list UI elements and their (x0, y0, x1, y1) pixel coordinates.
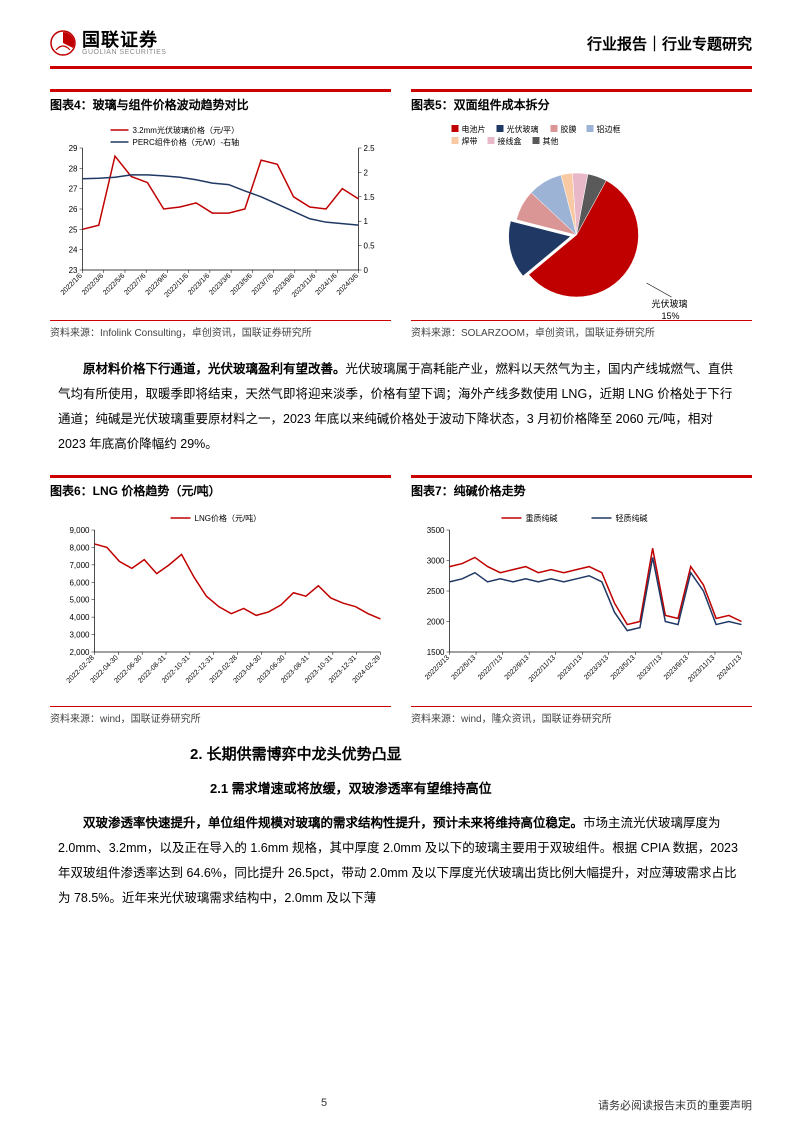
svg-text:25: 25 (69, 225, 78, 234)
svg-text:2022/9/13: 2022/9/13 (504, 654, 531, 681)
chart7-title: 图表7：纯碱价格走势 (411, 484, 526, 498)
chart7-source: 资料来源：wind，隆众资讯，国联证券研究所 (411, 706, 752, 725)
chart6-container: 图表6：LNG 价格趋势（元/吨） LNG价格（元/吨） 2,000 3,000 4,… (50, 475, 391, 725)
svg-text:2023/3/6: 2023/3/6 (208, 272, 232, 296)
page-number: 5 (321, 1097, 327, 1113)
svg-text:0: 0 (364, 266, 369, 275)
paragraph-2: 双玻渗透率快速提升，单位组件规模对玻璃的需求结构性提升，预计未来将维持高位稳定。… (50, 811, 752, 911)
svg-text:重质纯碱: 重质纯碱 (526, 513, 558, 523)
chart4-container: 图表4：玻璃与组件价格波动趋势对比 3.2mm光伏玻璃价格（元/平） PERC组件… (50, 89, 391, 339)
svg-text:26: 26 (69, 205, 78, 214)
chart4-source: 资料来源：Infolink Consulting，卓创资讯，国联证券研究所 (50, 320, 391, 339)
svg-text:0.5: 0.5 (364, 242, 376, 251)
svg-text:2,000: 2,000 (69, 648, 90, 657)
chart6-plot: LNG价格（元/吨） 2,000 3,000 4,000 5,000 6,000 7,000… (50, 506, 391, 706)
charts-row-2: 图表6：LNG 价格趋势（元/吨） LNG价格（元/吨） 2,000 3,000 4,… (50, 475, 752, 725)
logo-text-en: GUOLIAN SECURITIES (82, 49, 166, 56)
svg-text:2022/5/13: 2022/5/13 (450, 654, 477, 681)
chart6-source: 资料来源：wind，国联证券研究所 (50, 706, 391, 725)
svg-text:9,000: 9,000 (69, 526, 90, 535)
svg-text:2022/7/6: 2022/7/6 (123, 272, 147, 296)
report-type: 行业报告｜行业专题研究 (587, 33, 752, 54)
svg-text:3500: 3500 (427, 526, 445, 535)
svg-text:27: 27 (69, 185, 78, 194)
page-header: 国联证券 GUOLIAN SECURITIES 行业报告｜行业专题研究 (50, 30, 752, 66)
svg-text:7,000: 7,000 (69, 561, 90, 570)
svg-text:28: 28 (69, 164, 78, 173)
footer-disclaimer: 请务必阅读报告末页的重要声明 (598, 1097, 752, 1113)
logo-text-cn: 国联证券 (82, 31, 166, 49)
chart7-container: 图表7：纯碱价格走势 重质纯碱 轻质纯碱 1500 2000 2500 3000 3500 2… (411, 475, 752, 725)
svg-text:2023/7/6: 2023/7/6 (251, 272, 275, 296)
svg-text:3,000: 3,000 (69, 631, 90, 640)
chart5-container: 图表5：双面组件成本拆分 电池片光伏玻璃胶膜铝边框焊带接线盒其他光伏玻璃15% … (411, 89, 752, 339)
svg-text:2024/3/6: 2024/3/6 (336, 272, 360, 296)
svg-text:2023/5/13: 2023/5/13 (610, 654, 637, 681)
svg-text:光伏玻璃: 光伏玻璃 (507, 124, 539, 134)
para1-bold: 原材料价格下行通道，光伏玻璃盈利有望改善。 (83, 362, 346, 376)
chart5-title: 图表5：双面组件成本拆分 (411, 98, 550, 112)
svg-text:焊带: 焊带 (462, 136, 478, 146)
svg-text:15%: 15% (662, 311, 680, 320)
svg-text:2023/5/6: 2023/5/6 (230, 272, 254, 296)
svg-text:24: 24 (69, 246, 78, 255)
header-rule (50, 66, 752, 69)
svg-text:2024/1/13: 2024/1/13 (716, 654, 743, 681)
svg-text:2.5: 2.5 (364, 144, 376, 153)
section-2-heading: 2. 长期供需博弈中龙头优势凸显 (190, 743, 752, 764)
svg-text:2022/1/6: 2022/1/6 (60, 272, 84, 296)
paragraph-1: 原材料价格下行通道，光伏玻璃盈利有望改善。光伏玻璃属于高耗能产业，燃料以天然气为… (50, 357, 752, 457)
svg-text:LNG价格（元/吨）: LNG价格（元/吨） (195, 513, 262, 523)
svg-text:3.2mm光伏玻璃价格（元/平）: 3.2mm光伏玻璃价格（元/平） (133, 125, 240, 135)
svg-text:2022/3/13: 2022/3/13 (424, 654, 451, 681)
svg-text:2023/9/13: 2023/9/13 (663, 654, 690, 681)
page-footer: 5 请务必阅读报告末页的重要声明 (50, 1097, 752, 1113)
svg-text:2022/5/6: 2022/5/6 (102, 272, 126, 296)
svg-text:电池片: 电池片 (462, 124, 486, 134)
para2-bold: 双玻渗透率快速提升，单位组件规模对玻璃的需求结构性提升，预计未来将维持高位稳定。 (83, 816, 583, 830)
svg-text:2023/1/6: 2023/1/6 (187, 272, 211, 296)
svg-text:4,000: 4,000 (69, 613, 90, 622)
chart7-plot: 重质纯碱轻质纯碱150020002500300035002022/3/13202… (411, 506, 752, 706)
svg-text:1: 1 (364, 217, 369, 226)
chart4-plot: 3.2mm光伏玻璃价格（元/平）PERC组件价格（元/W）-右轴23242526… (50, 120, 391, 320)
svg-text:2: 2 (364, 168, 369, 177)
chart5-source: 资料来源：SOLARZOOM，卓创资讯，国联证券研究所 (411, 320, 752, 339)
chart4-title: 图表4：玻璃与组件价格波动趋势对比 (50, 98, 249, 112)
chart5-plot: 电池片光伏玻璃胶膜铝边框焊带接线盒其他光伏玻璃15% (411, 120, 752, 320)
svg-text:5,000: 5,000 (69, 596, 90, 605)
svg-text:2022/7/13: 2022/7/13 (477, 654, 504, 681)
svg-text:1.5: 1.5 (364, 193, 376, 202)
charts-row-1: 图表4：玻璃与组件价格波动趋势对比 3.2mm光伏玻璃价格（元/平） PERC组件… (50, 89, 752, 339)
svg-text:轻质纯碱: 轻质纯碱 (616, 513, 648, 523)
svg-text:8,000: 8,000 (69, 543, 90, 552)
svg-text:2022/11/13: 2022/11/13 (528, 654, 557, 683)
svg-text:1500: 1500 (427, 648, 445, 657)
logo-icon (50, 30, 76, 56)
svg-text:2022/3/6: 2022/3/6 (81, 272, 105, 296)
svg-text:3000: 3000 (427, 557, 445, 566)
svg-text:光伏玻璃: 光伏玻璃 (652, 298, 688, 309)
svg-text:其他: 其他 (543, 136, 559, 146)
svg-text:铝边框: 铝边框 (597, 124, 621, 134)
svg-text:接线盒: 接线盒 (498, 136, 522, 146)
svg-text:2500: 2500 (427, 587, 445, 596)
svg-text:2024/1/6: 2024/1/6 (314, 272, 338, 296)
svg-text:29: 29 (69, 144, 78, 153)
chart6-title: 图表6：LNG 价格趋势（元/吨） (50, 484, 221, 498)
svg-text:2000: 2000 (427, 618, 445, 627)
svg-text:2023/3/13: 2023/3/13 (583, 654, 610, 681)
svg-text:PERC组件价格（元/W）-右轴: PERC组件价格（元/W）-右轴 (133, 137, 240, 147)
svg-text:6,000: 6,000 (69, 578, 90, 587)
svg-text:胶膜: 胶膜 (561, 124, 577, 134)
section-2-1-heading: 2.1 需求增速或将放缓，双玻渗透率有望维持高位 (210, 778, 752, 797)
company-logo: 国联证券 GUOLIAN SECURITIES (50, 30, 166, 56)
svg-text:2023/1/13: 2023/1/13 (557, 654, 584, 681)
svg-text:2023/11/13: 2023/11/13 (687, 654, 716, 683)
svg-text:2023/7/13: 2023/7/13 (636, 654, 663, 681)
